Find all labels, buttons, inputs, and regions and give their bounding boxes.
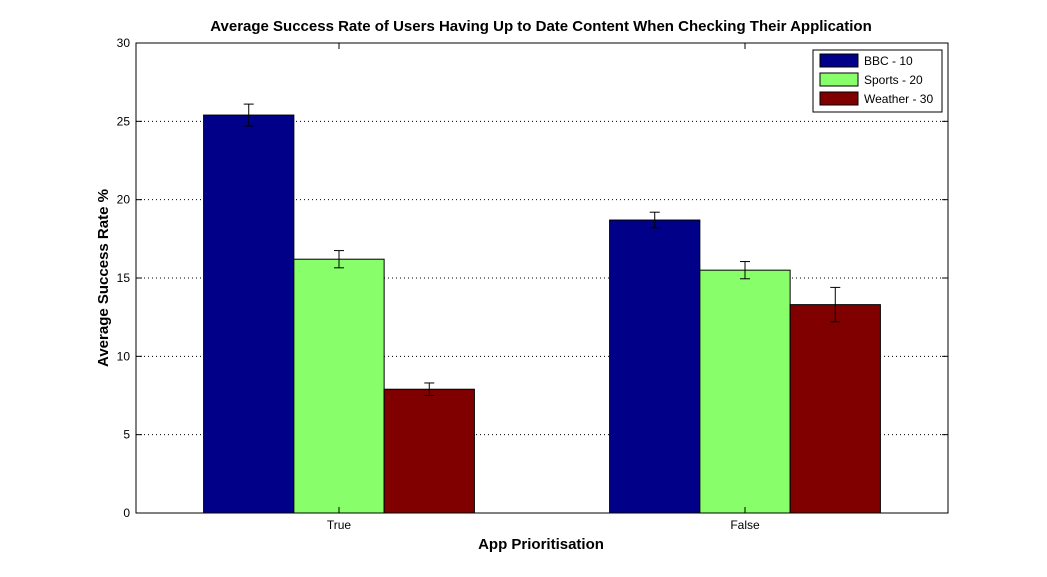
bar-false-2 [699,269,791,514]
legend: BBC - 10 Sports - 20 Weather - 30 [812,49,943,113]
y-tick-label-20: 20 [117,193,131,207]
bars-layer [203,103,881,514]
y-tick-label-15: 15 [117,271,131,285]
legend-swatch-1 [819,53,859,68]
y-tick-label-10: 10 [117,349,131,363]
y-tick-label-30: 30 [117,36,131,50]
bar-true-2 [293,258,385,514]
y-tick-label-25: 25 [117,114,131,128]
legend-label-3: Weather - 30 [864,92,933,106]
bar-true-3 [383,388,475,514]
x-tick-label-false: False [730,518,760,532]
x-axis-label: App Prioritisation [478,536,604,553]
bar-true-1 [203,114,295,514]
bar-false-3 [789,304,881,514]
bar-false-1 [609,219,701,514]
legend-label-1: BBC - 10 [864,54,913,68]
y-tick-label-5: 5 [123,428,130,442]
legend-label-2: Sports - 20 [864,73,923,87]
y-axis-label: Average Success Rate % [95,189,112,367]
x-tick-label-true: True [327,518,352,532]
legend-swatch-2 [819,72,859,87]
axes-layer: 0 5 10 15 20 25 30 True False [117,36,949,532]
y-tick-label-0: 0 [123,506,130,520]
chart-title: Average Success Rate of Users Having Up … [210,18,872,35]
legend-swatch-3 [819,91,859,106]
